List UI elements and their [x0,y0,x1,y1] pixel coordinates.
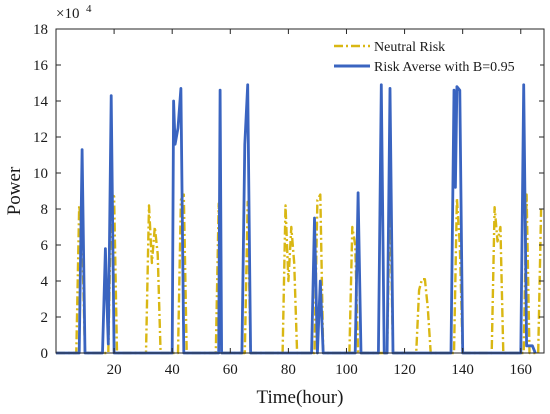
legend-label-neutral-risk: Neutral Risk [374,40,445,55]
x-axis-label: Time(hour) [257,387,344,408]
x-tick-label: 160 [510,362,533,378]
y-multiplier-exponent: 4 [86,3,92,15]
y-multiplier-label: ×10 [56,6,79,22]
y-tick-label: 18 [33,22,48,38]
legend: Neutral Risk Risk Averse with B=0.95 [326,34,540,76]
x-tick-label: 100 [335,362,358,378]
y-tick-label: 4 [41,274,49,290]
x-tick-label: 140 [451,362,474,378]
plot-area [56,29,544,353]
x-tick-label: 40 [165,362,180,378]
legend-label-risk-averse: Risk Averse with B=0.95 [374,60,515,75]
series-line-risk-averse [56,83,537,355]
y-axis: 0 2 4 6 8 10 12 14 16 18 [33,22,544,362]
x-axis: 20 40 60 80 100 120 140 160 [107,29,532,378]
y-tick-label: 10 [33,166,48,182]
plot-frame [55,28,545,354]
y-tick-label: 16 [33,58,49,74]
x-tick-label: 60 [223,362,238,378]
y-tick-label: 8 [41,202,49,218]
x-tick-label: 20 [107,362,122,378]
y-tick-label: 14 [33,94,49,110]
y-axis-label: Power [4,166,25,215]
y-tick-label: 0 [41,346,49,362]
legend-box [326,34,540,76]
x-tick-label: 120 [393,362,416,378]
y-tick-label: 2 [41,310,49,326]
x-tick-label: 80 [281,362,296,378]
y-tick-label: 6 [41,238,49,254]
y-tick-label: 12 [33,130,48,146]
